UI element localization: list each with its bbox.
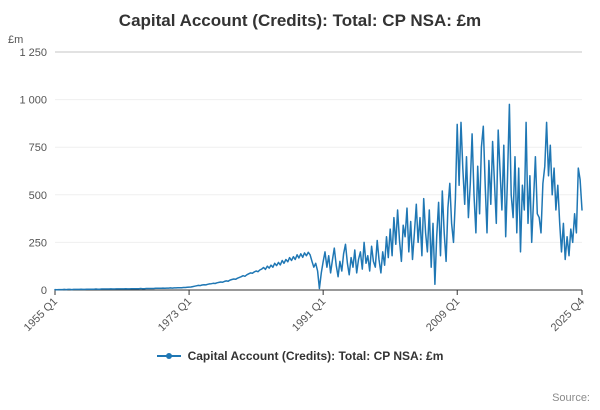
legend-item[interactable]: Capital Account (Credits): Total: CP NSA… xyxy=(0,346,600,366)
y-axis-labels: 0 250 500 750 1 000 1 250 xyxy=(19,47,47,297)
legend-line-marker-icon xyxy=(156,351,181,361)
source-label: Source: xyxy=(552,392,590,404)
legend-label: Capital Account (Credits): Total: CP NSA… xyxy=(187,349,444,364)
svg-text:1 000: 1 000 xyxy=(19,95,47,107)
data-line xyxy=(54,103,583,291)
chart-container: Capital Account (Credits): Total: CP NSA… xyxy=(0,10,600,404)
svg-text:500: 500 xyxy=(29,190,47,202)
x-axis: 1955 Q1 1973 Q1 1991 Q1 2009 Q1 2025 Q4 xyxy=(22,290,587,334)
gridlines xyxy=(55,51,582,291)
svg-text:250: 250 xyxy=(29,237,47,249)
svg-text:2025 Q4: 2025 Q4 xyxy=(549,296,587,334)
y-axis-unit: £m xyxy=(8,34,23,46)
chart-title: Capital Account (Credits): Total: CP NSA… xyxy=(118,11,482,30)
svg-text:1955 Q1: 1955 Q1 xyxy=(22,296,60,334)
svg-text:750: 750 xyxy=(29,142,47,154)
svg-text:1973 Q1: 1973 Q1 xyxy=(156,296,194,334)
svg-text:1991 Q1: 1991 Q1 xyxy=(290,296,328,334)
svg-text:2009 Q1: 2009 Q1 xyxy=(424,296,462,334)
svg-text:0: 0 xyxy=(41,285,47,297)
plot-area: £m 0 250 500 750 1 000 1 250 1955 Q1 1973 Q1 19… xyxy=(0,32,600,344)
svg-text:1 250: 1 250 xyxy=(19,47,47,59)
